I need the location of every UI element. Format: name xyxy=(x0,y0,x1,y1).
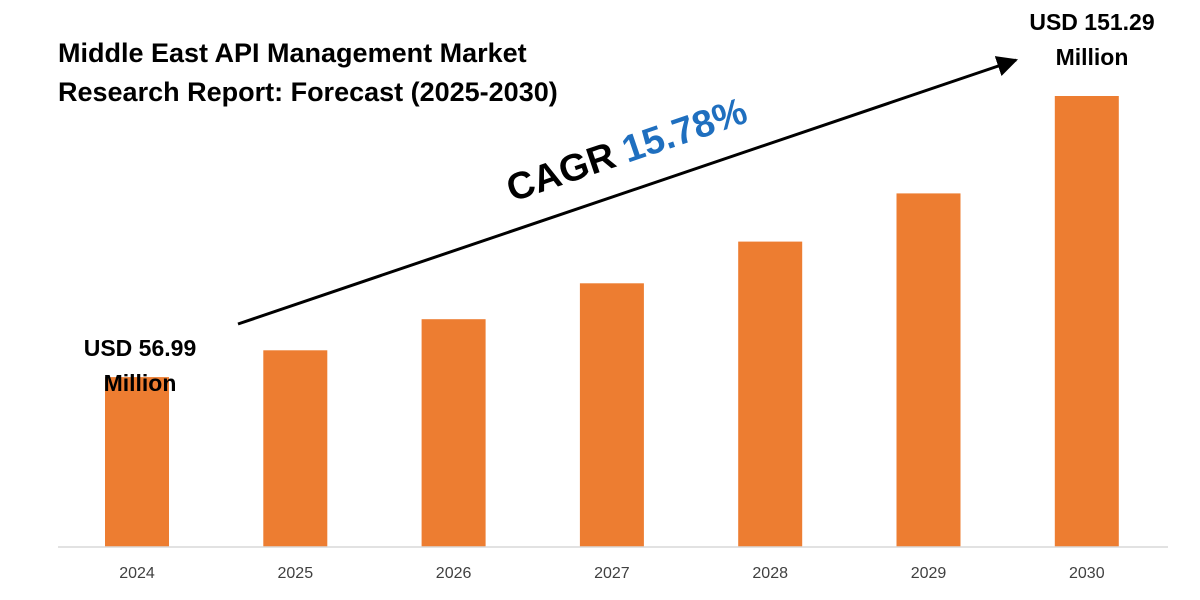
x-tick-labels: 2024 2025 2026 2027 2028 2029 2030 xyxy=(119,565,1104,582)
x-tick-label-2025: 2025 xyxy=(278,565,314,582)
end-value-label-line-1: USD 151.29 xyxy=(1029,9,1154,35)
bar-2028 xyxy=(738,241,803,547)
bar-2030 xyxy=(1054,96,1119,547)
bar-2024 xyxy=(105,377,169,547)
x-tick-label-2027: 2027 xyxy=(594,565,630,582)
start-value-label-line-1: USD 56.99 xyxy=(84,335,197,361)
growth-trend-arrow xyxy=(237,56,1018,326)
chart-title-line-2: Research Report: Forecast (2025-2030) xyxy=(58,77,558,107)
bar-2026 xyxy=(421,319,486,547)
cagr-value: 15.78% xyxy=(617,90,753,171)
x-tick-label-2030: 2030 xyxy=(1069,565,1105,582)
x-tick-label-2026: 2026 xyxy=(436,565,472,582)
x-tick-label-2029: 2029 xyxy=(911,565,947,582)
bar-2025 xyxy=(263,350,328,547)
x-tick-label-2024: 2024 xyxy=(119,565,155,582)
bars-group xyxy=(105,96,1119,547)
start-value-label-line-2: Million xyxy=(104,370,177,396)
bar-2027 xyxy=(579,283,644,547)
end-value-label-line-2: Million xyxy=(1056,44,1129,70)
bar-2029 xyxy=(896,193,961,547)
chart-title-line-1: Middle East API Management Market xyxy=(58,38,527,68)
x-tick-label-2028: 2028 xyxy=(752,565,788,582)
